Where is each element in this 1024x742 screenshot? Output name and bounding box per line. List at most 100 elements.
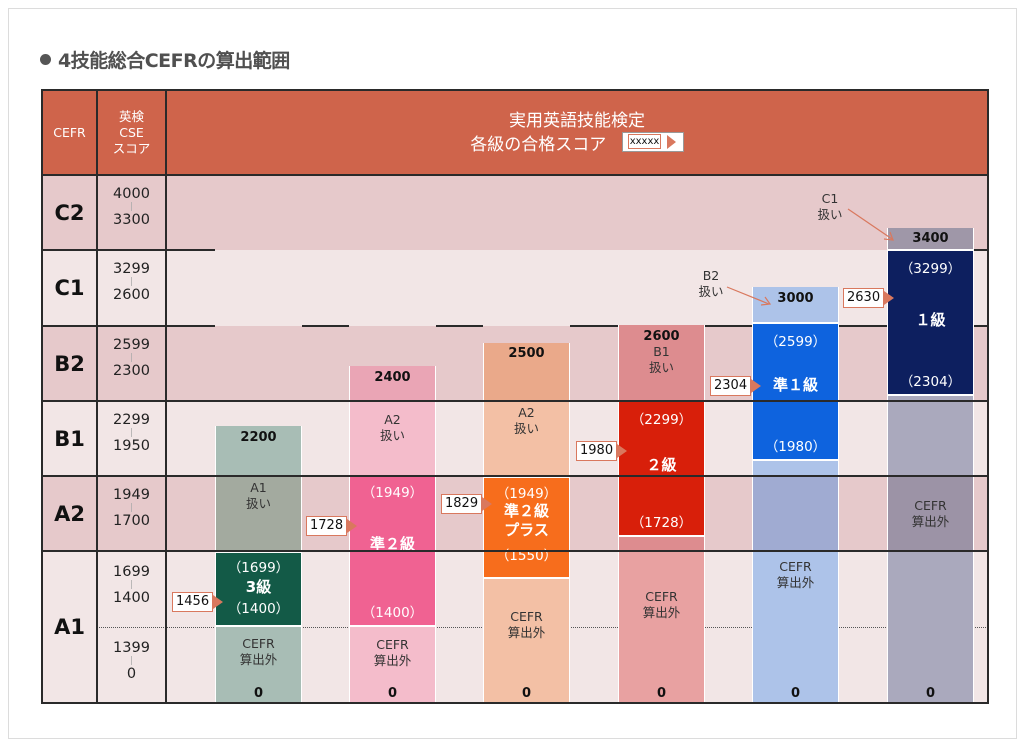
cse-low: 1950	[113, 438, 150, 454]
annotation-b2: B2 扱い	[693, 268, 729, 300]
legend-tag-text: xxxxx	[627, 134, 662, 149]
header-cse-line1: 英検	[118, 108, 144, 124]
grade-name: 準２級	[503, 502, 549, 520]
gap-block	[619, 537, 704, 551]
zero-label: 0	[925, 686, 936, 701]
below-label: CEFR 算出外	[753, 559, 838, 591]
upper-label-text: 扱い	[245, 496, 271, 511]
grade-range-block: （3299） １級 （2304）	[888, 249, 973, 396]
zero-label: 0	[387, 686, 398, 701]
grid-line	[42, 249, 215, 251]
annotation-text: 扱い	[817, 207, 843, 222]
below-label-line2: 算出外	[507, 625, 546, 640]
grid-line	[42, 475, 989, 477]
grade-name: 3級	[245, 578, 272, 596]
range-tick: |	[129, 202, 134, 212]
grid-line	[42, 550, 989, 552]
range-low: （1980）	[764, 439, 827, 455]
annotation-level: B2	[702, 268, 720, 283]
grid-line	[705, 325, 752, 327]
upper-label-text: 扱い	[648, 360, 674, 375]
cse-range-b1: 2299 | 1950	[97, 412, 166, 455]
grid-line	[42, 400, 989, 402]
upper-label-level: A2	[384, 412, 401, 427]
grid-line	[42, 89, 989, 91]
cse-range-b2: 2599 | 2300	[97, 337, 166, 380]
zero-label: 0	[790, 686, 801, 701]
range-tick: |	[129, 428, 134, 438]
upper-label: A2 扱い	[484, 405, 569, 437]
cefr-label-c1: C1	[54, 276, 85, 300]
cse-high: 1399	[113, 640, 150, 656]
grid-line	[987, 89, 989, 704]
upper-label-level: A2	[518, 405, 535, 420]
grade-range-block: （2599） 準１級 （1980）	[753, 322, 838, 461]
max-score: 3400	[888, 228, 973, 249]
grid-line	[42, 325, 215, 327]
max-score: 3000	[777, 291, 814, 306]
cse-range-a1-lower: 1399 | 0	[97, 640, 166, 683]
cse-high: 3299	[113, 261, 150, 277]
grade-range-block: （2299） ２級 （1728）	[619, 400, 704, 537]
header-cefr: CEFR	[42, 90, 97, 175]
grid-line	[570, 325, 618, 327]
cse-high: 1949	[113, 487, 150, 503]
cefr-label-a1: A1	[54, 615, 85, 639]
max-score: 2500	[484, 343, 569, 401]
cse-low: 0	[126, 666, 137, 682]
annotation-level: C1	[821, 191, 839, 206]
cse-low: 1400	[113, 590, 150, 606]
grid-line	[974, 249, 989, 251]
range-high: （1949）	[495, 486, 558, 502]
below-label-line2: 算出外	[373, 653, 412, 668]
upper-label: A2 扱い	[350, 412, 435, 444]
grade-name-suffix: プラス	[504, 521, 549, 539]
below-label: CEFR 算出外	[484, 609, 569, 641]
below-label: CEFR 算出外	[888, 476, 973, 551]
header-cefr-label: CEFR	[53, 125, 86, 140]
annotation-arrow-icon	[726, 286, 772, 306]
cse-high: 1699	[113, 564, 150, 580]
a2-block	[753, 476, 838, 551]
range-tick: |	[129, 656, 134, 666]
grade-name: 準１級	[772, 376, 818, 394]
cse-high: 2299	[113, 412, 150, 428]
grade-name: 準２級	[369, 535, 415, 553]
header-cse-line3: スコア	[112, 140, 151, 156]
cse-range-a2: 1949 | 1700	[97, 487, 166, 530]
cefr-label-a2: A2	[54, 501, 85, 526]
cse-high: 4000	[113, 186, 150, 202]
cefr-label-b2: B2	[54, 351, 85, 376]
grid-line	[839, 325, 887, 327]
bar-grade-pre2: 2400 A2 扱い （1949） 準２級 （1400） CEFR 算出外 0	[349, 366, 436, 703]
legend-tag: xxxxx	[621, 132, 684, 152]
pass-score-tag: 2304	[710, 376, 762, 396]
cse-range-c1: 3299 | 2600	[97, 261, 166, 304]
cse-low: 2300	[113, 363, 150, 379]
below-label-line2: 算出外	[911, 514, 950, 529]
annotation-arrow-icon	[847, 208, 894, 241]
cse-low: 1700	[113, 513, 150, 529]
range-high: （3299）	[899, 261, 962, 277]
below-label-line1: CEFR	[242, 636, 275, 651]
annotation-c1: C1 扱い	[812, 191, 848, 223]
header-cse-line2: CSE	[119, 124, 144, 140]
cse-low: 2600	[113, 287, 150, 303]
grid-line	[42, 702, 989, 704]
upper-label-level: B1	[653, 344, 670, 359]
range-low: （1728）	[630, 515, 693, 531]
below-label: CEFR 算出外	[619, 589, 704, 621]
range-tick: |	[129, 353, 134, 363]
upper-label-text: 扱い	[513, 421, 539, 436]
below-label-line1: CEFR	[914, 498, 947, 513]
grid-line	[42, 174, 989, 176]
below-label-line1: CEFR	[510, 609, 543, 624]
max-score: 2200	[240, 430, 277, 445]
grid-line	[165, 89, 167, 704]
annotation-text: 扱い	[698, 284, 724, 299]
zero-label: 0	[521, 686, 532, 701]
max-score: 2400	[350, 366, 435, 401]
pass-score-tag: 1728	[306, 516, 358, 536]
range-tick: |	[129, 503, 134, 513]
cse-range-a1-upper: 1699 | 1400	[97, 564, 166, 607]
